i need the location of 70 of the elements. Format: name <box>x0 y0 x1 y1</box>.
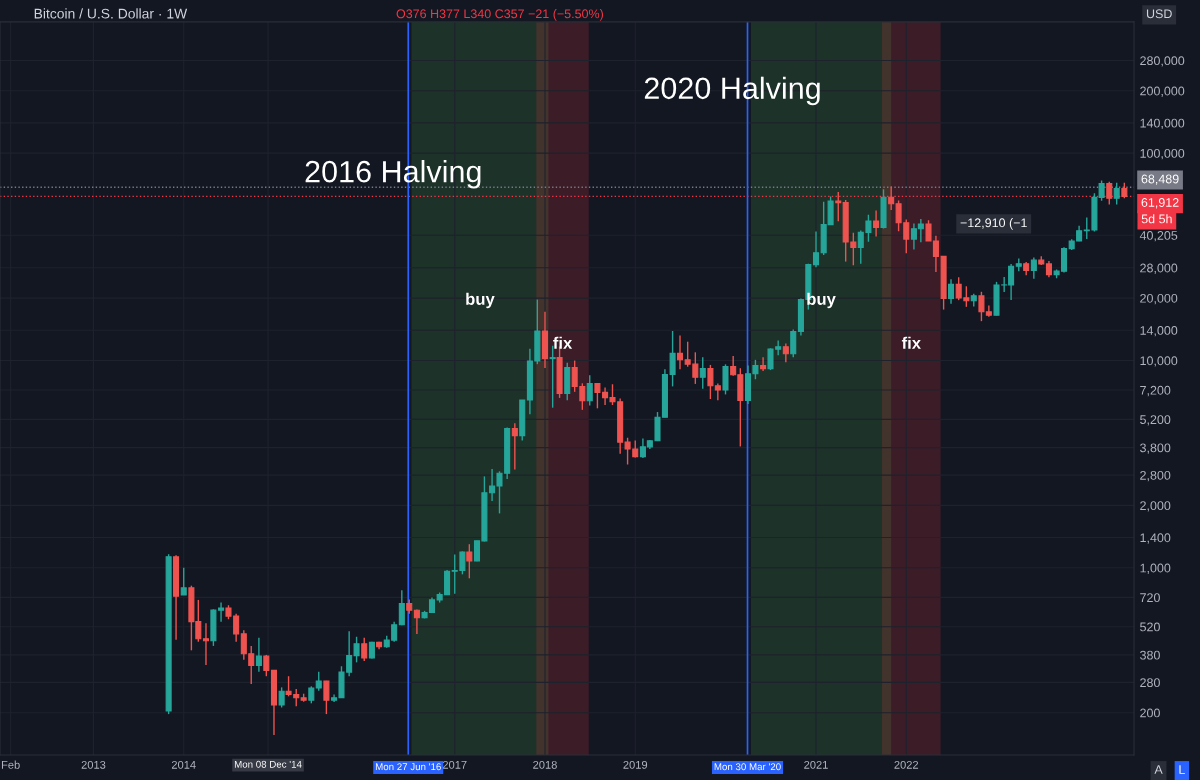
candlestick <box>676 334 684 370</box>
candlestick <box>511 422 518 471</box>
text: 5d 5h <box>1141 214 1172 224</box>
y-tick-label: 28,000 <box>1140 263 1178 274</box>
candlestick <box>278 686 285 709</box>
candlestick <box>398 589 405 627</box>
y-tick-label: 1,000 <box>1140 563 1171 574</box>
x-tick-label: 2018 <box>533 760 557 769</box>
y-tick-label: 2,800 <box>1140 470 1171 482</box>
candlestick <box>466 543 473 579</box>
candlestick <box>760 356 767 372</box>
text: L <box>1179 765 1185 774</box>
chart-title: Bitcoin / U.S. Dollar · 1W <box>34 8 188 19</box>
ref-line-label: 61,912 <box>1141 198 1179 209</box>
candlestick <box>699 356 706 390</box>
candlestick <box>202 622 210 666</box>
y-tick-label: 280,000 <box>1140 56 1185 67</box>
x-tick-label: 2013 <box>81 760 106 769</box>
y-tick-label: 280 <box>1140 678 1160 688</box>
candlestick <box>315 671 322 692</box>
candlestick <box>586 374 593 407</box>
band-label: buy <box>466 292 495 309</box>
candlestick <box>947 278 955 305</box>
band-label: fix <box>553 336 573 349</box>
candlestick <box>1106 181 1113 206</box>
y-tick-label: 20,000 <box>1140 293 1178 305</box>
y-tick-label: 3,800 <box>1140 443 1171 454</box>
x-tick-label: Feb <box>1 760 20 769</box>
y-tick-label: 140,000 <box>1140 118 1185 129</box>
text: Mon 27 Jun '16 <box>375 763 441 771</box>
x-tick-label: 2021 <box>804 760 828 769</box>
y-tick-label: 40,205 <box>1139 231 1178 242</box>
candlestick <box>812 230 820 269</box>
candlestick <box>1113 182 1120 206</box>
y-tick-label: 720 <box>1140 593 1160 603</box>
x-tick-label: 2014 <box>171 760 196 769</box>
candlestick <box>413 608 420 635</box>
candlestick <box>361 637 368 662</box>
y-tick-label: 5,200 <box>1140 415 1171 426</box>
candlestick <box>323 680 330 715</box>
candlestick <box>1030 256 1037 280</box>
y-tick-label: 100,000 <box>1140 148 1185 160</box>
x-tick-label: Mon 08 Dec '14 <box>234 760 302 768</box>
y-tick-label: 520 <box>1140 622 1160 632</box>
annotation: −12,910 (−1 <box>960 218 1027 230</box>
x-tick-label: 2022 <box>894 760 919 769</box>
y-tick-label: 14,000 <box>1140 326 1178 337</box>
candlestick <box>782 342 789 363</box>
y-tick-label: 1,400 <box>1140 533 1171 544</box>
x-tick-label: 2019 <box>623 760 648 769</box>
text: O376 H377 L340 C357 −21 (−5.50%) <box>396 8 604 21</box>
y-tick-label: 10,000 <box>1140 356 1178 367</box>
candlestick <box>180 567 187 596</box>
text: Mon 30 Mar '20 <box>714 763 781 771</box>
candlestick <box>255 637 262 673</box>
text: USD <box>1146 9 1172 19</box>
ref-line-label: 68,489 <box>1141 174 1179 185</box>
candlestick <box>722 363 729 396</box>
y-tick-label: 200,000 <box>1140 86 1185 97</box>
candlestick <box>873 209 880 238</box>
band-label: fix <box>901 336 921 349</box>
y-tick-label: 2,000 <box>1140 501 1171 512</box>
candlestick <box>835 191 842 222</box>
y-tick-label: 380 <box>1140 650 1160 660</box>
y-tick-label: 200 <box>1140 708 1160 718</box>
y-tick-label: 7,200 <box>1140 385 1171 397</box>
text: A <box>1154 765 1163 774</box>
band-label: buy <box>807 292 836 309</box>
x-tick-label: 2017 <box>442 760 467 769</box>
candlestick <box>790 328 797 358</box>
